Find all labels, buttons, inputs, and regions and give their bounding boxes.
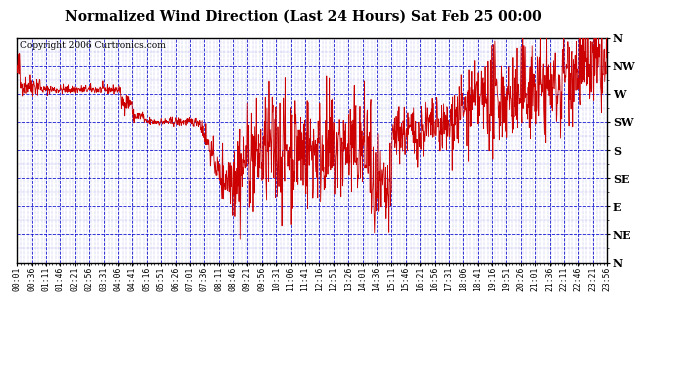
Text: Copyright 2006 Curtronics.com: Copyright 2006 Curtronics.com xyxy=(20,41,166,50)
Text: Normalized Wind Direction (Last 24 Hours) Sat Feb 25 00:00: Normalized Wind Direction (Last 24 Hours… xyxy=(66,9,542,23)
